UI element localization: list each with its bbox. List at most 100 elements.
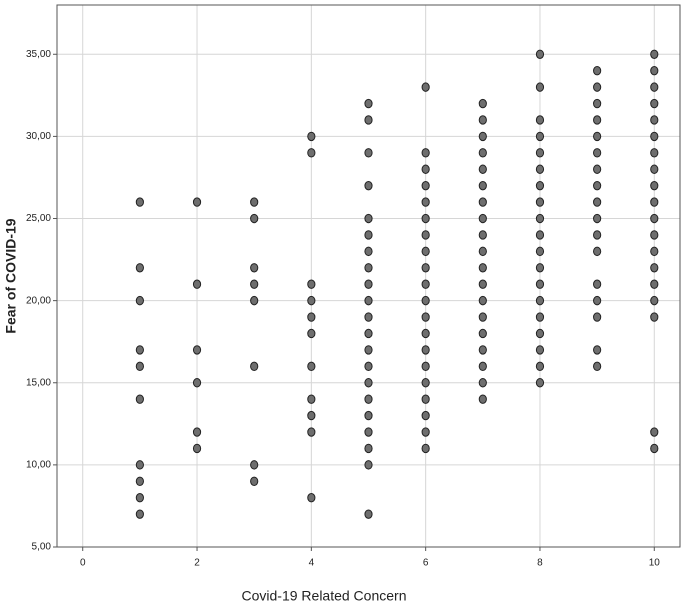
- point: [421, 345, 430, 355]
- point: [593, 295, 602, 306]
- point: [421, 295, 430, 306]
- point: [478, 378, 487, 388]
- x-tick-label: 4: [309, 558, 315, 569]
- point: [478, 164, 487, 174]
- point: [650, 65, 659, 76]
- point: [478, 131, 487, 142]
- point: [535, 378, 545, 388]
- point: [364, 394, 373, 404]
- point: [535, 49, 545, 59]
- point: [478, 115, 487, 125]
- point: [250, 476, 259, 487]
- point: [535, 279, 545, 289]
- point: [478, 180, 487, 191]
- point: [421, 180, 430, 191]
- point: [650, 246, 659, 257]
- point: [650, 443, 659, 454]
- y-axis-label: Fear of COVID-19: [3, 218, 19, 333]
- point: [421, 312, 430, 322]
- point: [478, 246, 487, 257]
- point: [364, 509, 373, 519]
- point: [650, 263, 659, 273]
- point: [307, 279, 316, 289]
- point: [192, 443, 202, 454]
- point: [364, 361, 373, 372]
- point: [135, 460, 144, 470]
- plot-frame: [56, 4, 681, 548]
- point: [307, 295, 316, 306]
- point: [535, 148, 545, 158]
- point: [307, 312, 316, 322]
- point: [192, 345, 202, 355]
- point: [307, 328, 316, 339]
- y-tick-label: 20,00: [26, 295, 51, 306]
- point: [421, 263, 430, 273]
- point: [250, 295, 259, 306]
- point: [135, 493, 144, 503]
- point: [535, 312, 545, 322]
- x-tick-label: 6: [423, 558, 429, 569]
- point: [593, 180, 602, 191]
- point: [364, 98, 373, 109]
- point: [421, 213, 430, 224]
- point: [535, 180, 545, 191]
- point: [650, 115, 659, 125]
- point: [421, 279, 430, 289]
- point: [421, 361, 430, 372]
- point: [364, 295, 373, 306]
- y-tick-label: 35,00: [26, 49, 51, 60]
- point: [593, 345, 602, 355]
- point: [535, 115, 545, 125]
- point: [650, 49, 659, 59]
- point: [650, 148, 659, 158]
- point: [307, 427, 316, 437]
- point: [135, 295, 144, 306]
- point: [307, 394, 316, 404]
- point: [535, 230, 545, 240]
- point: [650, 312, 659, 322]
- point: [535, 295, 545, 306]
- point: [364, 328, 373, 339]
- point: [650, 131, 659, 142]
- point: [421, 427, 430, 437]
- point: [421, 378, 430, 388]
- point: [593, 131, 602, 142]
- point: [421, 394, 430, 404]
- point: [478, 263, 487, 273]
- point: [650, 180, 659, 191]
- point: [421, 164, 430, 174]
- point: [478, 394, 487, 404]
- point: [364, 230, 373, 240]
- point: [135, 509, 144, 519]
- point: [535, 82, 545, 92]
- point: [250, 263, 259, 273]
- point: [364, 115, 373, 125]
- point: [250, 213, 259, 224]
- point: [478, 213, 487, 224]
- point: [192, 197, 202, 207]
- point: [535, 164, 545, 174]
- point: [307, 148, 316, 158]
- point: [421, 148, 430, 158]
- point: [135, 476, 144, 487]
- point: [593, 164, 602, 174]
- point: [421, 443, 430, 454]
- point: [593, 279, 602, 289]
- point: [478, 361, 487, 372]
- point: [593, 361, 602, 372]
- y-tick-label: 30,00: [26, 131, 51, 142]
- point: [364, 148, 373, 158]
- point: [192, 279, 202, 289]
- point: [593, 148, 602, 158]
- x-tick-label: 0: [80, 558, 86, 569]
- x-tick-label: 10: [649, 558, 661, 569]
- point: [593, 213, 602, 224]
- point: [650, 279, 659, 289]
- point: [650, 427, 659, 437]
- point: [593, 115, 602, 125]
- point: [364, 460, 373, 470]
- point: [250, 279, 259, 289]
- point: [250, 361, 259, 372]
